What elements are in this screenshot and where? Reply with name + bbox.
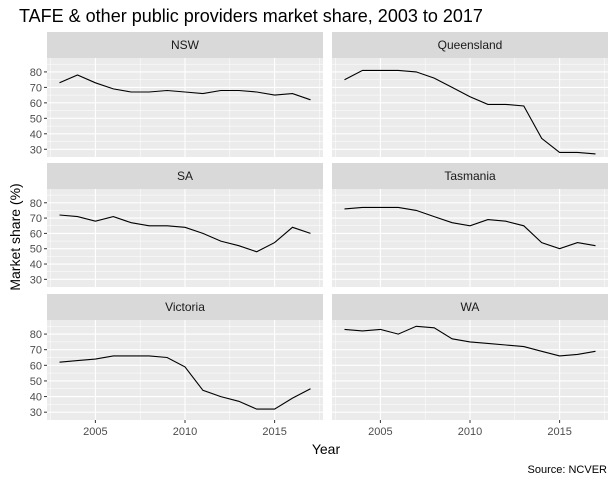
strip-tasmania: [332, 163, 608, 189]
y-tick-label: 60: [30, 228, 42, 240]
panel-tasmania: Tasmania: [332, 163, 608, 287]
y-tick-label: 40: [30, 259, 42, 271]
y-tick-label: 80: [30, 198, 42, 210]
y-tick-label: 30: [30, 144, 42, 156]
x-tick-label: 2005: [368, 426, 392, 438]
strip-victoria: [47, 294, 323, 320]
series-line-sa: [59, 214, 311, 253]
x-tick-label: 2005: [83, 426, 107, 438]
series-line-queensland: [344, 69, 596, 155]
y-tick-label: 70: [30, 213, 42, 225]
x-tick-label: 2015: [262, 426, 286, 438]
y-tick-label: 70: [30, 345, 42, 357]
y-tick-label: 50: [30, 244, 42, 256]
y-tick-label: 80: [30, 329, 42, 341]
strip-label-victoria: Victoria: [165, 300, 205, 314]
x-tick-label: 2015: [547, 426, 571, 438]
series-line-tasmania: [344, 206, 596, 250]
panel-victoria: Victoria 30 40 50 60 70 80 2005 2010 2015: [30, 294, 323, 438]
y-tick-label: 30: [30, 407, 42, 419]
y-tick-label: 40: [30, 392, 42, 404]
y-axis-title: Market share (%): [7, 183, 23, 290]
y-tick-label: 50: [30, 376, 42, 388]
y-tick-label: 70: [30, 82, 42, 94]
chart-title: TAFE & other public providers market sha…: [19, 6, 483, 26]
y-tick-label: 80: [30, 67, 42, 79]
x-axis-title: Year: [312, 441, 341, 457]
strip-nsw: [47, 32, 323, 58]
panel-sa: SA 30 40 50 60 70 80: [30, 163, 323, 287]
strip-label-sa: SA: [177, 169, 193, 183]
series-line-nsw: [59, 74, 311, 101]
y-tick-label: 40: [30, 129, 42, 141]
y-tick-label: 60: [30, 98, 42, 110]
panel-wa: WA 2005 2010 2015: [332, 294, 608, 438]
strip-label-wa: WA: [461, 300, 480, 314]
strip-label-nsw: NSW: [171, 38, 200, 52]
y-tick-label: 60: [30, 360, 42, 372]
facet-panels: NSW 30 40 50 60 70 80 Queensland SA 30 40 50 60 70 80 T…: [30, 32, 608, 438]
strip-label-queensland: Queensland: [438, 38, 503, 52]
strip-label-tasmania: Tasmania: [444, 169, 496, 183]
series-line-victoria: [59, 355, 311, 410]
y-tick-label: 30: [30, 274, 42, 286]
y-tick-label: 50: [30, 113, 42, 125]
panel-queensland: Queensland: [332, 32, 608, 157]
panel-nsw: NSW 30 40 50 60 70 80: [30, 32, 323, 157]
x-tick-label: 2010: [173, 426, 197, 438]
x-tick-label: 2010: [458, 426, 482, 438]
strip-queensland: [332, 32, 608, 58]
strip-wa: [332, 294, 608, 320]
strip-sa: [47, 163, 323, 189]
chart-caption: Source: NCVER: [528, 464, 608, 476]
series-line-wa: [344, 325, 596, 357]
